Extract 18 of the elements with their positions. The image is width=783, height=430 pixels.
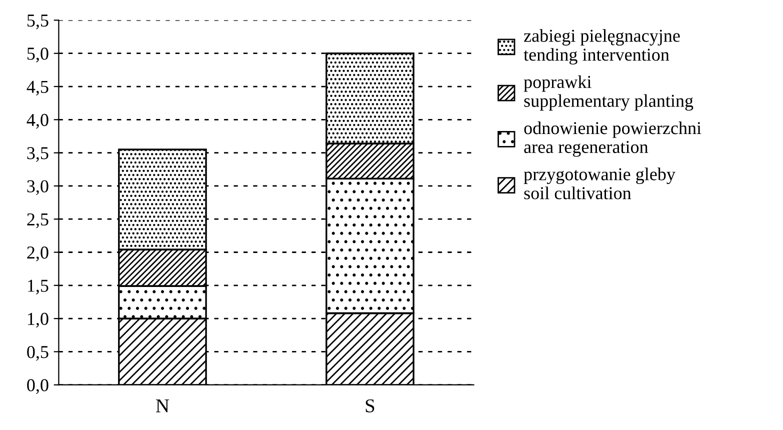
y-tick-label: 1,5	[28, 280, 48, 294]
x-tick-label: N	[156, 400, 170, 412]
y-tick-label: 4,0	[26, 114, 48, 129]
y-tick-label: 0,0	[27, 379, 48, 394]
y-tick-label: 4,5	[26, 80, 48, 96]
y-tick-label: 0,5	[27, 346, 48, 361]
legend-label: poprawki supplementary planting	[524, 75, 694, 111]
legend-label: przygotowanie gleby soil cultivation	[524, 168, 676, 200]
y-tick-label: 1,0	[28, 312, 48, 328]
legend-label: odnowienie powierzchni area regeneration	[524, 121, 702, 157]
y-tick-label: 2,5	[27, 213, 48, 228]
x-tick-label: S	[366, 399, 374, 412]
y-tick-label: 5,0	[27, 48, 48, 62]
y-tick-label: 3,5	[27, 147, 48, 162]
y-tick-label: 3,0	[27, 180, 48, 195]
y-tick-label: 5,5	[27, 14, 48, 30]
y-tick-label: 2,0	[27, 246, 48, 262]
legend-label: zabiegi pielęgnacyjne tending intervention	[524, 29, 680, 65]
